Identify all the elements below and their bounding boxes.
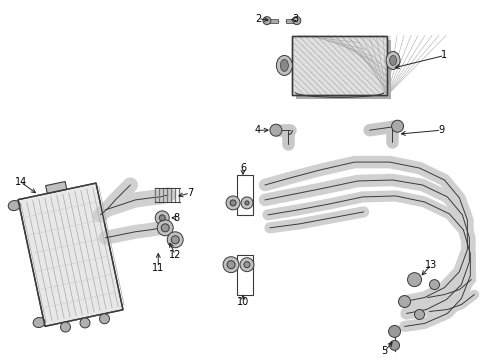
Circle shape xyxy=(390,340,399,350)
Ellipse shape xyxy=(280,59,289,71)
Text: 13: 13 xyxy=(425,260,438,270)
Circle shape xyxy=(270,124,282,136)
Text: 5: 5 xyxy=(382,346,388,356)
Bar xyxy=(293,36,387,95)
Bar xyxy=(286,19,295,23)
Circle shape xyxy=(161,224,169,232)
Circle shape xyxy=(245,201,249,205)
Text: 10: 10 xyxy=(237,297,249,306)
Ellipse shape xyxy=(33,318,45,328)
Circle shape xyxy=(429,280,440,289)
Circle shape xyxy=(155,211,169,225)
Ellipse shape xyxy=(8,201,20,211)
Text: 12: 12 xyxy=(169,250,181,260)
Circle shape xyxy=(167,232,183,248)
Circle shape xyxy=(415,310,424,319)
Text: 9: 9 xyxy=(439,125,444,135)
Text: 14: 14 xyxy=(15,177,27,187)
Circle shape xyxy=(223,257,239,273)
Circle shape xyxy=(389,325,400,337)
Circle shape xyxy=(157,220,173,236)
Bar xyxy=(237,255,253,294)
Circle shape xyxy=(240,258,254,272)
Circle shape xyxy=(263,17,271,24)
Text: 11: 11 xyxy=(152,263,164,273)
Circle shape xyxy=(227,261,235,269)
Text: 2: 2 xyxy=(255,14,261,24)
Circle shape xyxy=(226,196,240,210)
Circle shape xyxy=(61,322,71,332)
Circle shape xyxy=(99,314,109,324)
Text: 1: 1 xyxy=(441,50,447,60)
Circle shape xyxy=(241,197,253,209)
Polygon shape xyxy=(46,181,67,193)
Circle shape xyxy=(244,262,250,268)
Circle shape xyxy=(408,273,421,287)
FancyBboxPatch shape xyxy=(296,40,391,99)
Circle shape xyxy=(159,215,165,221)
Circle shape xyxy=(230,200,236,206)
Circle shape xyxy=(293,17,301,24)
Text: 4: 4 xyxy=(255,125,261,135)
Polygon shape xyxy=(18,183,123,326)
Circle shape xyxy=(171,236,179,244)
Bar xyxy=(293,36,387,95)
Circle shape xyxy=(398,296,411,307)
Text: 6: 6 xyxy=(240,163,246,173)
Ellipse shape xyxy=(390,55,396,66)
Circle shape xyxy=(392,120,404,132)
Circle shape xyxy=(80,318,90,328)
Bar xyxy=(237,175,253,215)
Text: 7: 7 xyxy=(187,188,193,198)
Bar xyxy=(269,19,278,23)
Text: 8: 8 xyxy=(173,213,179,223)
Ellipse shape xyxy=(276,55,293,75)
Ellipse shape xyxy=(386,51,400,69)
Text: 3: 3 xyxy=(293,14,299,24)
